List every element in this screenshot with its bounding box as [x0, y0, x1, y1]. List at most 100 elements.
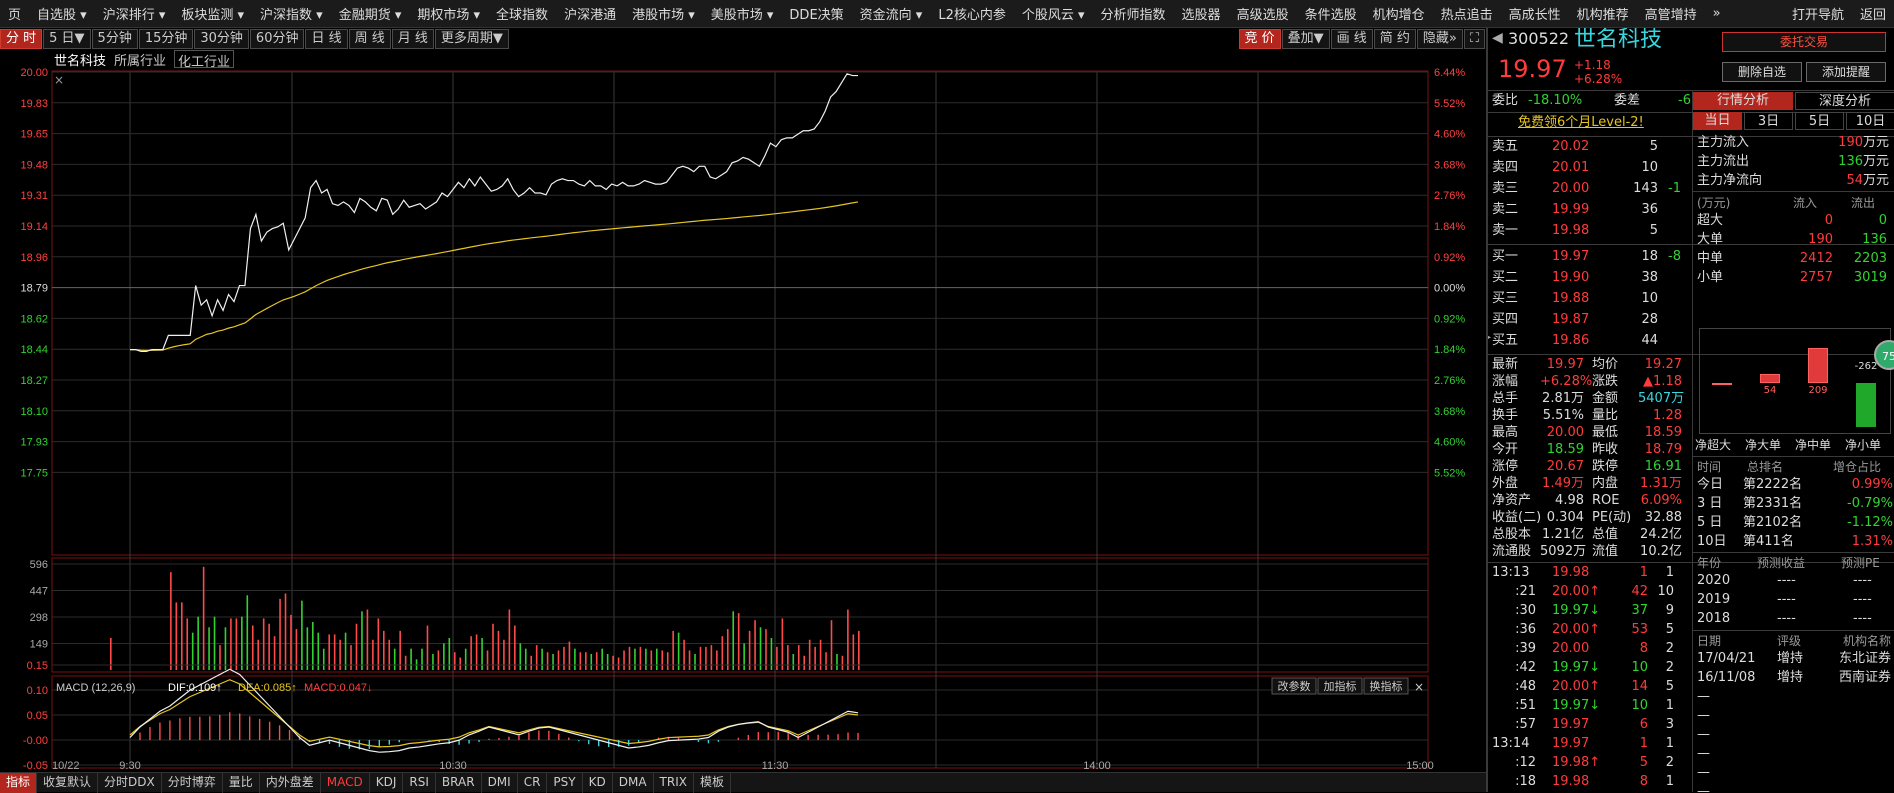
macd-param-button[interactable] [1363, 677, 1409, 695]
period-tab[interactable]: 日 线 [305, 29, 348, 49]
indicator-tab[interactable]: CR [518, 772, 548, 793]
stock-code: 300522 [1508, 29, 1570, 48]
notification-badge[interactable]: 75 [1874, 340, 1894, 370]
tick-time: :36 [1515, 622, 1536, 637]
flow-head: (万元) [1697, 196, 1731, 210]
chart-tool-button[interactable]: 画 线 [1330, 29, 1373, 49]
quote-stat: 内盘 [1592, 476, 1619, 491]
maximize-icon[interactable]: ⛶ [1463, 29, 1485, 49]
nav-item[interactable]: L2核心内参 [938, 8, 1006, 23]
rating-date: — [1697, 727, 1710, 742]
period-tab[interactable]: 更多周期▼ [434, 29, 509, 49]
back-arrow-icon[interactable]: ◀ [1492, 30, 1503, 46]
level2-promo-link[interactable]: 免费领6个月Level-2! [1518, 115, 1644, 130]
nav-item[interactable]: 热点追击 [1440, 8, 1493, 23]
nav-item[interactable]: 自选股 ▾ [37, 8, 87, 23]
nav-right: 打开导航 返回 [1784, 4, 1894, 23]
indicator-tab[interactable]: PSY [547, 772, 583, 793]
indicator-tab[interactable]: KDJ [370, 772, 404, 793]
indicator-tab[interactable]: BRAR [436, 772, 482, 793]
period-tab[interactable]: 分 时 [0, 29, 43, 49]
flow-label: 主力流入 [1697, 135, 1750, 150]
sector-label[interactable]: 化工行业 [174, 50, 235, 70]
indicator-tab[interactable]: 模板 [694, 772, 731, 793]
collapse-panel-icon[interactable]: ▸ [1486, 332, 1492, 343]
nav-item[interactable]: 机构推荐 [1576, 8, 1629, 23]
analysis-tab[interactable]: 行情分析 [1693, 92, 1793, 110]
flow-period-tab[interactable]: 10日 [1846, 112, 1894, 130]
flow-period-tab[interactable]: 3日 [1744, 112, 1793, 130]
ask-price: 20.00 [1552, 181, 1590, 196]
period-tab[interactable]: 周 线 [348, 29, 391, 49]
indicator-tab[interactable]: 收复默认 [37, 772, 99, 793]
nav-item[interactable]: 高管增持 [1644, 8, 1697, 23]
period-tab[interactable]: 30分钟 [194, 29, 249, 49]
nav-item[interactable]: 沪深港通 [564, 8, 617, 23]
nav-item[interactable]: 板块监测 ▾ [181, 8, 245, 23]
period-tab[interactable]: 60分钟 [249, 29, 305, 49]
nav-item[interactable]: 机构增仓 [1372, 8, 1425, 23]
volume-bar [694, 653, 696, 670]
period-tab[interactable]: 5 日▼ [43, 29, 91, 49]
indicator-tab[interactable]: 分时DDX [98, 772, 162, 793]
indicator-tab[interactable]: KD [583, 772, 613, 793]
industry-label[interactable]: 所属行业 [114, 54, 167, 69]
close-chart-icon[interactable]: × [54, 73, 64, 87]
nav-item[interactable]: 期权市场 ▾ [417, 8, 481, 23]
divider [1488, 90, 1894, 91]
dif-line [129, 668, 859, 753]
add-alert-button[interactable]: 添加提醒 [1806, 62, 1886, 82]
indicator-tab[interactable]: MACD [321, 772, 370, 793]
indicator-tab[interactable]: DMI [482, 772, 518, 793]
indicator-tab[interactable]: RSI [403, 772, 436, 793]
nav-item[interactable]: 条件选股 [1304, 8, 1357, 23]
volume-bar [213, 616, 216, 670]
nav-item[interactable]: 高级选股 [1236, 8, 1289, 23]
indicator-tab[interactable]: 指标 [0, 772, 38, 793]
tick-price: 19.98 [1552, 774, 1590, 789]
nav-item[interactable]: 沪深排行 ▾ [102, 8, 166, 23]
period-tab[interactable]: 5分钟 [91, 29, 138, 49]
chart-tool-button[interactable]: 竞 价 [1238, 29, 1281, 49]
trade-button[interactable]: 委托交易 [1722, 32, 1886, 52]
nav-item[interactable]: 沪深指数 ▾ [260, 8, 323, 23]
chart-tool-button[interactable]: 简 约 [1373, 29, 1416, 49]
chart-area[interactable]: 20.00 6.44% 19.83 5.52% 19.65 4.60% 19.48 3.68%… [0, 50, 1486, 772]
time-tick-label: 10/22 [52, 760, 80, 772]
indicator-tab[interactable]: DMA [613, 772, 654, 793]
flow-period-tab[interactable]: 5日 [1795, 112, 1844, 130]
analysis-tab[interactable]: 深度分析 [1795, 92, 1894, 110]
nav-item[interactable]: » [1712, 6, 1721, 21]
nav-item[interactable]: 美股市场 ▾ [710, 8, 774, 23]
rating-org: 西南证券 [1839, 670, 1892, 685]
period-tab[interactable]: 15分钟 [138, 29, 194, 49]
nav-right-item[interactable]: 返回 [1859, 8, 1886, 23]
close-indicator-icon[interactable]: × [1414, 680, 1424, 694]
indicator-tab[interactable]: TRIX [654, 772, 694, 793]
volume-bar [399, 630, 401, 670]
volume-bar [180, 602, 183, 670]
nav-item[interactable]: 页 [8, 8, 22, 23]
nav-item[interactable]: 资金流向 ▾ [859, 8, 923, 23]
nav-item[interactable]: 选股器 [1181, 8, 1221, 23]
nav-item[interactable]: 高成长性 [1508, 8, 1561, 23]
nav-item[interactable]: 分析师指数 [1100, 8, 1166, 23]
nav-item[interactable]: DDE决策 [789, 8, 844, 23]
chart-tool-button[interactable]: 隐藏» [1416, 29, 1463, 49]
delete-favorite-button[interactable]: 删除自选 [1722, 62, 1802, 82]
macd-param-button[interactable] [1271, 677, 1317, 695]
nav-item[interactable]: 金融期货 ▾ [338, 8, 402, 23]
indicator-tab[interactable]: 内外盘差 [260, 772, 321, 793]
nav-right-item[interactable]: 打开导航 [1791, 8, 1844, 23]
nav-item[interactable]: 个股风云 ▾ [1021, 8, 1085, 23]
flow-period-tab[interactable]: 当日 [1693, 112, 1742, 130]
period-tab[interactable]: 月 线 [391, 29, 434, 49]
indicator-tab[interactable]: 分时博弈 [162, 772, 223, 793]
nav-item[interactable]: 港股市场 ▾ [632, 8, 695, 23]
quote-stat: 10.2亿 [1640, 544, 1682, 559]
indicator-tab[interactable]: 量比 [223, 772, 260, 793]
volume-bar [246, 595, 249, 670]
nav-item[interactable]: 全球指数 [496, 8, 549, 23]
macd-param-button[interactable] [1317, 677, 1363, 695]
chart-tool-button[interactable]: 叠加▼ [1281, 29, 1330, 49]
